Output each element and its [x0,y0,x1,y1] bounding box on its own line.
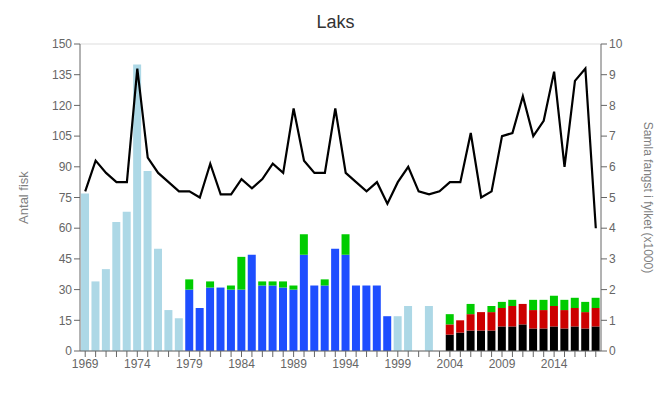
svg-text:2004: 2004 [437,357,464,371]
svg-text:2: 2 [609,283,616,297]
svg-text:15: 15 [59,314,73,328]
svg-text:1994: 1994 [332,357,359,371]
svg-text:9: 9 [609,68,616,82]
svg-text:1989: 1989 [280,357,307,371]
svg-text:8: 8 [609,99,616,113]
svg-text:5: 5 [609,191,616,205]
svg-text:75: 75 [59,191,73,205]
svg-text:135: 135 [52,68,72,82]
svg-text:4: 4 [609,221,616,235]
svg-text:Antal fisk: Antal fisk [16,171,31,224]
svg-text:10: 10 [609,37,623,51]
svg-text:90: 90 [59,160,73,174]
svg-text:3: 3 [609,252,616,266]
html-text:Laks: Laks [316,12,355,32]
svg-text:30: 30 [59,283,73,297]
svg-text:2014: 2014 [541,357,568,371]
svg-text:1974: 1974 [124,357,151,371]
svg-text:1969: 1969 [72,357,99,371]
svg-text:45: 45 [59,252,73,266]
svg-text:105: 105 [52,129,72,143]
svg-text:1: 1 [609,314,616,328]
svg-text:150: 150 [52,37,72,51]
svg-text:6: 6 [609,160,616,174]
svg-text:1999: 1999 [384,357,411,371]
svg-text:1984: 1984 [228,357,255,371]
svg-text:0: 0 [609,344,616,358]
svg-text:1979: 1979 [176,357,203,371]
svg-text:7: 7 [609,129,616,143]
svg-text:60: 60 [59,221,73,235]
svg-text:2009: 2009 [489,357,516,371]
svg-text:0: 0 [65,344,72,358]
svg-text:120: 120 [52,99,72,113]
svg-text:Samla fangst i fylket (x1000): Samla fangst i fylket (x1000) [641,122,655,273]
